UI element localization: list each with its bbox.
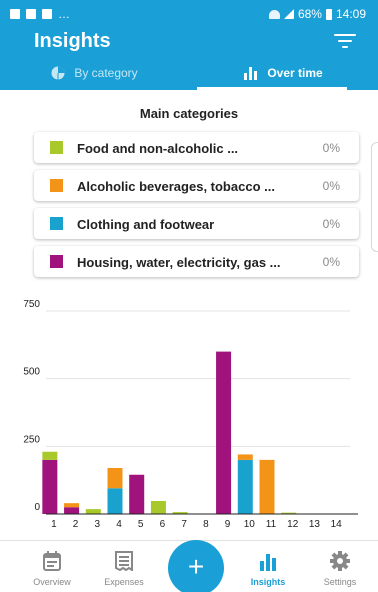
- y-tick-label: 750: [23, 300, 40, 310]
- image-notification-icon: [10, 9, 20, 19]
- nav-item-expenses[interactable]: Expenses: [94, 551, 154, 587]
- battery-icon: [325, 8, 332, 20]
- status-bar: … 68% 14:09: [0, 0, 378, 28]
- x-tick-label: 8: [203, 519, 209, 530]
- more-notifications-icon: …: [58, 7, 70, 21]
- bar-segment: [107, 467, 123, 489]
- bar-segment: [237, 459, 253, 514]
- bar-segment: [216, 351, 232, 514]
- bar-segment: [172, 512, 188, 514]
- bar-segment: [64, 507, 80, 514]
- pie-chart-icon: [51, 66, 65, 80]
- category-percent: 0%: [322, 255, 340, 269]
- bar-chart-icon: [244, 66, 258, 80]
- tab-over-time[interactable]: Over time: [189, 56, 378, 90]
- x-tick-label: 4: [116, 519, 122, 530]
- x-tick-label: 5: [138, 519, 144, 530]
- category-color-swatch: [50, 255, 63, 268]
- nav-label: Expenses: [104, 577, 144, 587]
- add-expense-button[interactable]: +: [168, 540, 224, 592]
- category-item-alcohol[interactable]: Alcoholic beverages, tobacco ... 0%: [34, 170, 359, 201]
- x-tick-label: 13: [309, 519, 321, 530]
- clock: 14:09: [335, 7, 366, 21]
- nav-item-overview[interactable]: Overview: [22, 551, 82, 587]
- category-color-swatch: [50, 179, 63, 192]
- bar-segment: [129, 474, 145, 514]
- receipt-icon: [115, 551, 133, 571]
- x-tick-label: 3: [95, 519, 101, 530]
- page-title: Insights: [34, 30, 111, 52]
- nav-label: Overview: [33, 577, 71, 587]
- category-label: Housing, water, electricity, gas ...: [77, 255, 281, 270]
- category-color-swatch: [50, 217, 63, 230]
- category-percent: 0%: [322, 141, 340, 155]
- wifi-icon: [268, 9, 280, 19]
- tab-by-category[interactable]: By category: [0, 56, 189, 90]
- category-item-housing[interactable]: Housing, water, electricity, gas ... 0%: [34, 246, 359, 277]
- category-item-food[interactable]: Food and non-alcoholic ... 0%: [34, 132, 359, 163]
- download-notification-icon: [42, 9, 52, 19]
- nav-label: Settings: [323, 577, 357, 587]
- x-tick-label: 7: [181, 519, 187, 530]
- x-tick-label: 12: [287, 519, 299, 530]
- x-tick-label: 14: [331, 519, 343, 530]
- tab-label: By category: [74, 66, 138, 80]
- tab-label: Over time: [267, 66, 323, 80]
- category-color-swatch: [50, 141, 63, 154]
- category-list: Food and non-alcoholic ... 0% Alcoholic …: [34, 132, 359, 284]
- x-tick-label: 9: [225, 519, 231, 530]
- x-tick-label: 2: [73, 519, 79, 530]
- bar-segment: [64, 503, 80, 508]
- app-bar: … 68% 14:09 Insights By category: [0, 0, 378, 90]
- nav-label: Insights: [250, 577, 286, 587]
- section-title: Main categories: [139, 106, 239, 121]
- bar-segment: [107, 488, 123, 514]
- bar-segment: [85, 509, 101, 514]
- filter-icon[interactable]: [334, 33, 356, 49]
- tab-bar: By category Over time: [0, 56, 378, 90]
- y-tick-label: 500: [23, 367, 40, 378]
- nav-item-insights[interactable]: Insights: [238, 551, 298, 587]
- nav-item-settings[interactable]: Settings: [310, 551, 370, 587]
- bar-segment: [259, 459, 275, 514]
- side-drawer-handle[interactable]: [371, 142, 378, 252]
- bar-segment: [150, 501, 166, 514]
- category-label: Clothing and footwear: [77, 217, 215, 232]
- bar-chart-icon: [260, 554, 276, 571]
- category-item-clothing[interactable]: Clothing and footwear 0%: [34, 208, 359, 239]
- x-tick-label: 1: [51, 519, 57, 530]
- bar-segment: [42, 459, 58, 514]
- x-tick-label: 6: [160, 519, 166, 530]
- signal-icon: [283, 9, 294, 19]
- y-tick-label: 250: [23, 434, 40, 445]
- x-tick-label: 11: [266, 519, 277, 530]
- bar-segment: [237, 454, 253, 460]
- y-tick-label: 0: [34, 502, 40, 513]
- category-label: Alcoholic beverages, tobacco ...: [77, 179, 275, 194]
- gear-icon: [330, 551, 350, 571]
- bar-segment: [42, 451, 58, 460]
- x-tick-label: 10: [244, 519, 256, 530]
- battery-percent: 68%: [297, 7, 322, 21]
- active-tab-indicator: [197, 87, 347, 90]
- category-percent: 0%: [322, 217, 340, 231]
- category-label: Food and non-alcoholic ...: [77, 141, 239, 156]
- calendar-icon: [43, 551, 61, 571]
- sync-notification-icon: [26, 9, 36, 19]
- bar-segment: [281, 512, 297, 514]
- category-percent: 0%: [322, 179, 340, 193]
